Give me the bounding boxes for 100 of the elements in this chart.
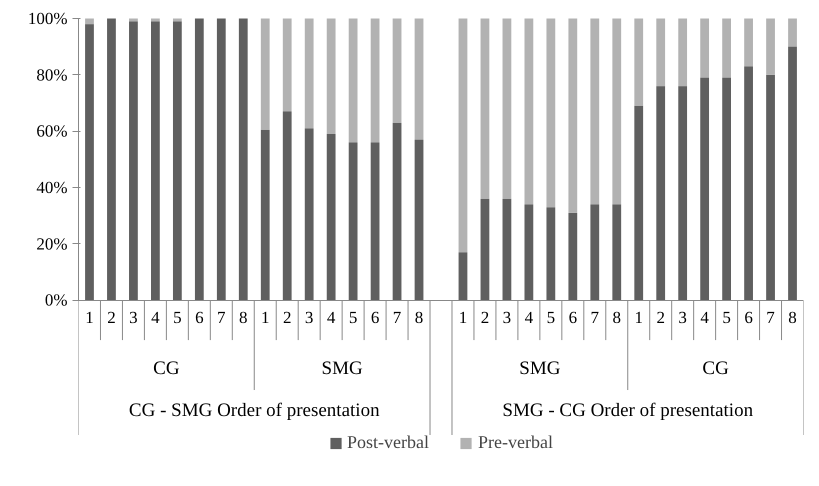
text: CG - SMG Order of presentation: [128, 400, 380, 422]
bar: [348, 18, 358, 142]
y-tick-label: 80%: [36, 65, 68, 84]
bar: [502, 18, 512, 199]
bar: [524, 18, 534, 204]
bar: [326, 18, 336, 134]
text: SMG: [519, 358, 561, 380]
bar: [458, 252, 468, 300]
bar: [546, 18, 556, 208]
x-tick-label: 6: [744, 308, 753, 328]
bar: [678, 18, 688, 86]
y-tick-label: 60%: [36, 122, 68, 141]
bar: [414, 18, 424, 140]
bar: [546, 207, 556, 300]
bar: [656, 86, 666, 300]
bar: [348, 142, 358, 300]
bar: [788, 46, 797, 300]
x-tick-label: 2: [656, 308, 665, 328]
x-tick-label: 4: [524, 308, 534, 328]
y-tick-label: 100%: [28, 9, 68, 28]
bar: [392, 122, 402, 300]
x-tick-label: 8: [612, 308, 622, 328]
bar: [216, 18, 226, 300]
bar: [172, 21, 182, 300]
x-tick-label: 3: [678, 308, 687, 328]
bar: [414, 140, 424, 300]
x-tick-label: 6: [568, 308, 578, 328]
bar: [612, 204, 622, 300]
x-tick-label: 7: [217, 308, 226, 328]
bar: [766, 74, 775, 300]
y-tick-label: 0%: [44, 290, 68, 310]
bar: [370, 18, 380, 142]
bar: [392, 18, 402, 123]
x-tick-label: 5: [173, 308, 182, 328]
x-tick-label: 2: [107, 308, 116, 328]
bar: [634, 18, 644, 106]
bar: [85, 18, 94, 24]
text: CG: [702, 358, 730, 380]
x-tick-label: 5: [722, 308, 731, 328]
bar: [260, 130, 270, 300]
bar: [656, 18, 666, 86]
legend-label: Post-verbal: [347, 432, 430, 453]
bar: [634, 106, 644, 300]
x-tick-label: 6: [370, 308, 380, 328]
bar: [304, 128, 314, 300]
y-tick-label: 40%: [36, 178, 68, 197]
legend-label: Pre-verbal: [478, 432, 553, 453]
bar: [700, 18, 710, 78]
x-tick-label: 4: [151, 308, 160, 328]
bar: [282, 18, 292, 112]
bar: [590, 204, 600, 300]
x-tick-label: 3: [502, 308, 512, 328]
bar: [766, 18, 775, 75]
x-tick-label: 2: [480, 308, 490, 328]
bar: [260, 18, 270, 130]
bar: [568, 18, 578, 213]
x-tick-label: 4: [700, 308, 710, 328]
x-tick-label: 5: [348, 308, 358, 328]
bar: [151, 18, 160, 22]
bar: [458, 18, 468, 252]
x-tick-label: 8: [414, 308, 424, 328]
x-tick-label: 3: [129, 308, 138, 328]
bar: [700, 78, 710, 300]
bar: [480, 18, 490, 199]
bar: [744, 18, 753, 66]
x-tick-label: 1: [634, 308, 643, 328]
text: CG: [153, 358, 180, 380]
x-tick-label: 1: [260, 308, 270, 328]
bar: [238, 18, 248, 300]
x-tick-label: 1: [85, 308, 94, 328]
bar: [744, 66, 753, 300]
bar: [370, 142, 380, 300]
x-tick-label: 7: [590, 308, 600, 328]
bar: [282, 111, 292, 300]
bar: [129, 21, 138, 300]
bar: [788, 18, 797, 47]
bar: [107, 18, 116, 300]
text: SMG - CG Order of presentation: [502, 400, 754, 422]
bar: [568, 212, 578, 300]
bar: [129, 18, 138, 22]
x-tick-label: 5: [546, 308, 556, 328]
x-tick-label: 7: [766, 308, 776, 328]
bar: [612, 18, 622, 204]
bar: [304, 18, 314, 128]
x-tick-label: 2: [282, 308, 292, 328]
bar: [590, 18, 600, 204]
bar: [326, 134, 336, 300]
x-tick-label: 3: [304, 308, 314, 328]
bar: [480, 198, 490, 300]
x-tick-label: 7: [392, 308, 402, 328]
text: SMG: [322, 358, 364, 380]
y-tick-label: 20%: [36, 234, 68, 254]
x-tick-label: 6: [195, 308, 204, 328]
bar: [151, 21, 160, 300]
bar: [524, 204, 534, 300]
x-tick-label: 1: [458, 308, 468, 328]
bar: [194, 18, 204, 300]
bar: [85, 24, 94, 300]
x-tick-label: 4: [326, 308, 336, 328]
bar: [502, 198, 512, 300]
